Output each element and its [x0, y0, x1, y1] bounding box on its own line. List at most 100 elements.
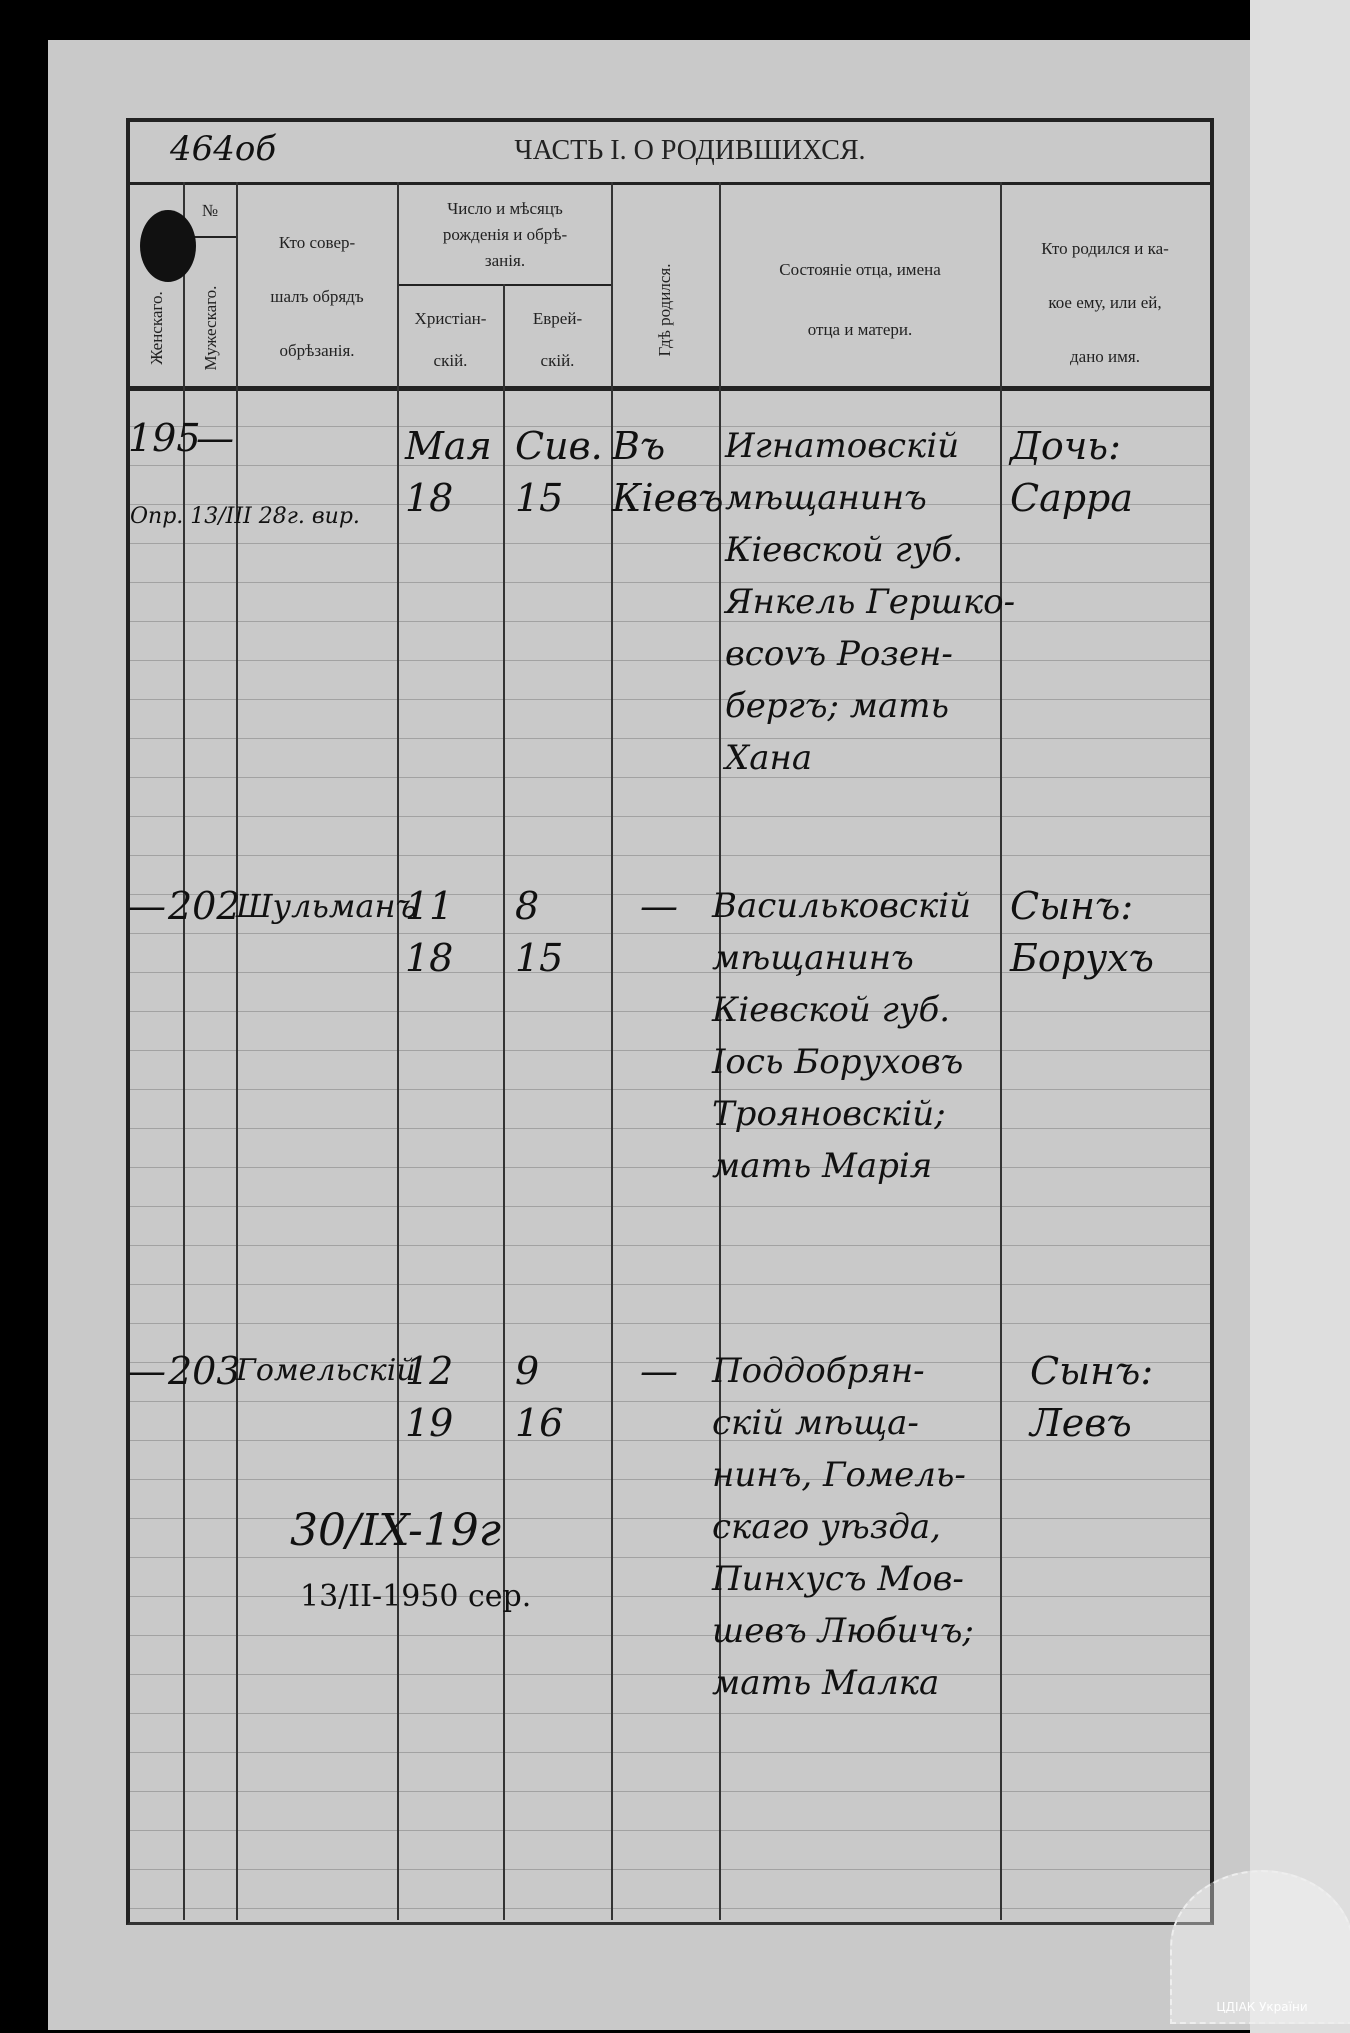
header-parents: Состояніе отца, имена отца и матери.	[720, 240, 1000, 360]
text: Еврей-	[532, 309, 583, 328]
text: 18	[405, 476, 454, 520]
text: Состояніе отца, имена	[779, 260, 941, 279]
text: Кіевской губ.	[725, 530, 964, 570]
birthplace: Въ Кіевъ	[612, 420, 724, 524]
text: мать Марія	[712, 1146, 933, 1186]
text: обрѣзанія.	[279, 341, 355, 360]
col-divider	[1000, 182, 1002, 1920]
watermark-text: ЦДІАК України	[1216, 2000, 1308, 2014]
header-male: Мужескаго.	[201, 285, 220, 371]
archive-watermark: ЦДІАК України	[1170, 1870, 1350, 2024]
male-number: 203	[168, 1349, 241, 1393]
header-divider	[126, 386, 1210, 391]
text: Сарра	[1010, 476, 1134, 520]
jewish-date: Сив. 15	[515, 420, 603, 524]
text: 18	[405, 936, 454, 980]
date-subdivider	[398, 284, 612, 286]
margin-note: Опр. 13/III 28г. вир.	[130, 504, 360, 529]
text: 9	[515, 1349, 540, 1393]
number-subdivider	[185, 236, 237, 238]
parents-entry: Поддобрян- скій мѣща- нинъ, Гомель- скаг…	[712, 1345, 974, 1709]
text: Кіевъ	[612, 476, 724, 520]
child-entry: Сынъ: Борухъ	[1010, 880, 1154, 984]
text: мать Малка	[712, 1663, 940, 1703]
text: дано имя.	[1070, 347, 1140, 366]
header-birthplace: Гдѣ родился.	[655, 263, 674, 357]
col-divider	[236, 182, 238, 1920]
christian-date: 12 19	[405, 1345, 453, 1449]
birthplace: —	[640, 884, 678, 928]
title-divider	[126, 182, 1210, 185]
text: 11	[405, 884, 454, 928]
header-date-group: Число и мѣсяцъ рожденія и обрѣ- занія.	[398, 196, 612, 274]
text: нинъ, Гомель-	[712, 1455, 966, 1495]
text: мѣщанинъ	[712, 938, 914, 978]
text: скій.	[433, 351, 468, 370]
text: кое ему, или ей,	[1048, 293, 1162, 312]
text: мѣщанинъ	[725, 478, 927, 518]
text: Мая	[405, 424, 492, 468]
female-number: —	[128, 1349, 166, 1393]
annotation: 30/IX-19г	[290, 1505, 502, 1556]
text: 15	[515, 936, 564, 980]
jewish-date: 9 16	[515, 1345, 563, 1449]
parents-entry: Васильковскій мѣщанинъ Кіевской губ. Іос…	[712, 880, 971, 1192]
circumciser: Шульманъ	[236, 887, 417, 925]
text: скаго уѣзда,	[712, 1507, 941, 1547]
col-divider	[611, 182, 613, 1920]
annotation: 13/II-1950 сер.	[300, 1579, 532, 1614]
female-number: 195	[128, 416, 201, 460]
christian-date: Мая 18	[405, 420, 492, 524]
text: Число и мѣсяцъ	[447, 199, 563, 218]
text: Игнатовскій	[725, 426, 960, 466]
parents-entry: Игнатовскій мѣщанинъ Кіевской губ. Янкел…	[725, 420, 1015, 784]
text: 8	[515, 884, 540, 928]
text: Кто родился и ка-	[1041, 239, 1169, 258]
christian-date: 11 18	[405, 880, 453, 984]
text: вcovъ Розен-	[725, 634, 953, 674]
child-entry: Сынъ: Левъ	[1030, 1345, 1153, 1449]
text: 19	[405, 1401, 454, 1445]
text: бергъ; мать	[725, 686, 949, 726]
female-number: —	[128, 884, 166, 928]
text: Пинхусъ Мов-	[712, 1559, 964, 1599]
text: 16	[515, 1401, 564, 1445]
text: Кто совер-	[278, 233, 356, 252]
col-divider	[397, 182, 399, 1920]
text: Поддобрян-	[712, 1351, 925, 1391]
header-christian: Христіан- скій.	[398, 298, 503, 382]
male-number: —	[196, 416, 234, 460]
birthplace: —	[640, 1349, 678, 1393]
text: Янкель Гершко-	[725, 582, 1016, 622]
child-entry: Дочь: Сарра	[1010, 420, 1133, 524]
text: Кіевской губ.	[712, 990, 951, 1030]
text: занія.	[484, 251, 526, 270]
col-divider	[503, 284, 505, 1920]
text: 15	[515, 476, 564, 520]
text: шалъ обрядъ	[270, 287, 364, 306]
table-title: ЧАСТЬ I. О РОДИВШИХСЯ.	[514, 135, 866, 166]
col-divider	[183, 182, 185, 1920]
text: скій мѣща-	[712, 1403, 919, 1443]
birth-register-table	[126, 118, 1214, 1925]
next-page-edge	[1250, 0, 1350, 2033]
header-child: Кто родился и ка- кое ему, или ей, дано …	[1002, 222, 1208, 384]
text: Сив.	[515, 424, 603, 468]
ink-blot	[140, 210, 196, 282]
header-number: №	[201, 201, 219, 220]
text: Сынъ:	[1030, 1349, 1154, 1393]
jewish-date: 8 15	[515, 880, 563, 984]
circumciser: Гомельскій	[236, 1353, 416, 1388]
header-female: Женскаго.	[147, 291, 166, 365]
text: 12	[405, 1349, 454, 1393]
page-paper	[48, 40, 1278, 2030]
text: Трояновскій;	[712, 1094, 946, 1134]
text: Левъ	[1030, 1401, 1132, 1445]
text: Христіан-	[414, 309, 487, 328]
text: скій.	[540, 351, 575, 370]
text: Въ	[612, 424, 666, 468]
text: Дочь:	[1010, 424, 1121, 468]
text: Хана	[725, 738, 813, 778]
text: Борухъ	[1010, 936, 1154, 980]
folio-note: 464об	[170, 129, 277, 169]
